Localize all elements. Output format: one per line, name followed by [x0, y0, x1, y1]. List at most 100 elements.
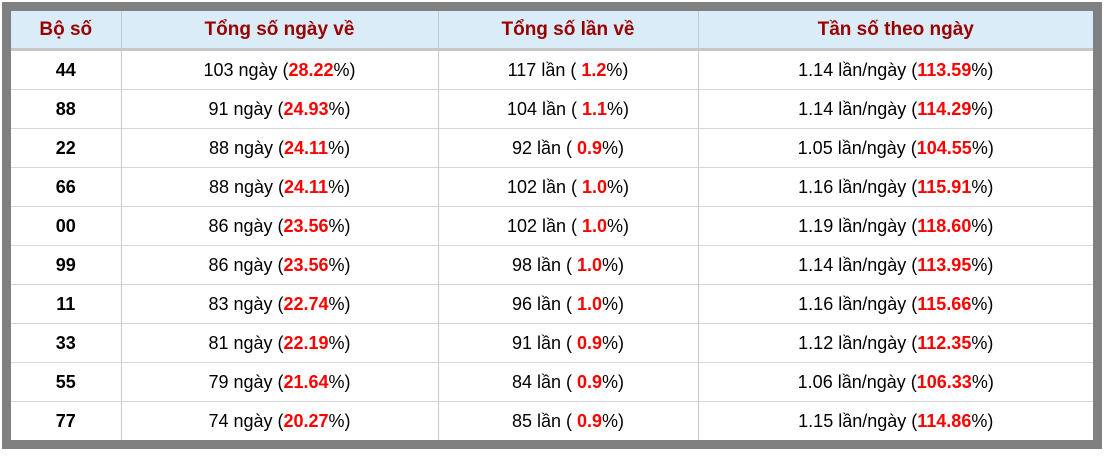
times-cell: 96 lần ( 1.0%) — [437, 284, 698, 324]
days-cell-percent: 24.93 — [283, 98, 329, 119]
days-cell-close: %) — [328, 293, 351, 314]
days-cell-percent: 23.56 — [283, 254, 329, 275]
days-cell: 103 ngày (28.22%) — [120, 49, 438, 90]
days-cell: 88 ngày (24.11%) — [120, 128, 438, 168]
freq-cell-percent: 106.33 — [916, 371, 972, 392]
freq-cell-close: %) — [971, 293, 994, 314]
freq-cell-label: 1.14 lần/ngày ( — [798, 98, 918, 119]
freq-cell-label: 1.06 lần/ngày ( — [797, 371, 917, 392]
lottery-stats-table: Bộ số Tổng số ngày về Tổng số lần về Tần… — [11, 11, 1093, 440]
times-cell-close: %) — [607, 98, 630, 119]
times-cell-label: 84 lần ( — [511, 371, 577, 392]
freq-cell: 1.14 lần/ngày (114.29%) — [697, 89, 1093, 129]
times-cell-percent: 0.9 — [577, 137, 603, 158]
pair-cell: 11 — [11, 284, 121, 324]
freq-cell: 1.14 lần/ngày (113.95%) — [697, 245, 1093, 285]
freq-cell-percent: 112.35 — [917, 332, 972, 353]
times-cell: 102 lần ( 1.0%) — [437, 206, 698, 246]
freq-cell: 1.06 lần/ngày (106.33%) — [697, 362, 1093, 402]
times-cell-close: %) — [607, 215, 630, 236]
freq-cell-label: 1.14 lần/ngày ( — [798, 254, 918, 275]
days-cell-close: %) — [328, 98, 351, 119]
freq-cell-label: 1.19 lần/ngày ( — [798, 215, 918, 236]
freq-cell-close: %) — [971, 137, 994, 158]
days-cell-label: 103 ngày ( — [203, 59, 289, 80]
times-cell: 85 lần ( 0.9%) — [437, 401, 698, 440]
days-cell-close: %) — [328, 215, 351, 236]
days-cell: 79 ngày (21.64%) — [120, 362, 438, 402]
times-cell-label: 91 lần ( — [511, 332, 577, 353]
times-cell-label: 104 lần ( — [506, 98, 583, 119]
header-row: Bộ số Tổng số ngày về Tổng số lần về Tần… — [11, 11, 1093, 51]
days-cell-label: 83 ngày ( — [208, 293, 284, 314]
times-cell-label: 102 lần ( — [506, 215, 583, 236]
pair-cell: 99 — [11, 245, 121, 285]
days-cell-percent: 24.11 — [284, 176, 329, 197]
days-cell-percent: 28.22 — [288, 59, 334, 80]
days-cell-label: 91 ngày ( — [208, 98, 284, 119]
table-row: 99 86 ngày (23.56%) 98 lần ( 1.0%) 1.14 lần… — [11, 245, 1093, 285]
freq-cell-percent: 115.91 — [917, 176, 972, 197]
freq-cell-label: 1.12 lần/ngày ( — [798, 332, 918, 353]
header-freq: Tần số theo ngày — [697, 11, 1093, 51]
days-cell-label: 79 ngày ( — [208, 371, 284, 392]
header-pair: Bộ số — [11, 11, 121, 51]
freq-cell: 1.16 lần/ngày (115.66%) — [697, 284, 1093, 324]
times-cell: 104 lần ( 1.1%) — [437, 89, 698, 129]
freq-cell-label: 1.05 lần/ngày ( — [797, 137, 917, 158]
freq-cell-close: %) — [971, 254, 994, 275]
days-cell-close: %) — [328, 254, 351, 275]
times-cell-label: 102 lần ( — [506, 176, 583, 197]
days-cell-label: 86 ngày ( — [208, 254, 284, 275]
days-cell-close: %) — [328, 137, 351, 158]
pair-cell: 77 — [11, 401, 121, 440]
freq-cell: 1.15 lần/ngày (114.86%) — [697, 401, 1093, 440]
table-row: 00 86 ngày (23.56%) 102 lần ( 1.0%) 1.19 lầ… — [11, 206, 1093, 246]
times-cell-percent: 1.2 — [581, 59, 607, 80]
freq-cell-close: %) — [971, 59, 994, 80]
freq-cell-close: %) — [971, 215, 994, 236]
freq-cell-label: 1.14 lần/ngày ( — [798, 59, 918, 80]
days-cell-label: 74 ngày ( — [208, 410, 284, 431]
days-cell: 88 ngày (24.11%) — [120, 167, 438, 207]
table-row: 66 88 ngày (24.11%) 102 lần ( 1.0%) 1.16 lầ… — [11, 167, 1093, 207]
times-cell-percent: 1.0 — [577, 293, 603, 314]
times-cell-label: 96 lần ( — [511, 293, 577, 314]
days-cell: 91 ngày (24.93%) — [120, 89, 438, 129]
pair-cell: 66 — [11, 167, 121, 207]
freq-cell-percent: 115.66 — [917, 293, 972, 314]
times-cell-percent: 1.0 — [582, 215, 608, 236]
times-cell-close: %) — [602, 293, 625, 314]
days-cell-close: %) — [328, 410, 351, 431]
table-row: 77 74 ngày (20.27%) 85 lần ( 0.9%) 1.15 lần… — [11, 401, 1093, 440]
times-cell: 91 lần ( 0.9%) — [437, 323, 698, 363]
table-row: 44 103 ngày (28.22%) 117 lần ( 1.2%) 1.14 l… — [11, 49, 1093, 90]
days-cell: 81 ngày (22.19%) — [120, 323, 438, 363]
days-cell-percent: 24.11 — [284, 137, 329, 158]
freq-cell-label: 1.16 lần/ngày ( — [798, 293, 918, 314]
freq-cell: 1.14 lần/ngày (113.59%) — [697, 49, 1093, 90]
days-cell: 83 ngày (22.74%) — [120, 284, 438, 324]
times-cell: 98 lần ( 1.0%) — [437, 245, 698, 285]
days-cell: 74 ngày (20.27%) — [120, 401, 438, 440]
days-cell-close: %) — [333, 59, 356, 80]
freq-cell-close: %) — [971, 332, 994, 353]
table-row: 11 83 ngày (22.74%) 96 lần ( 1.0%) 1.16 lần… — [11, 284, 1093, 324]
days-cell-percent: 21.64 — [283, 371, 329, 392]
times-cell-percent: 1.0 — [582, 176, 608, 197]
freq-cell-percent: 104.55 — [916, 137, 972, 158]
freq-cell-close: %) — [971, 176, 994, 197]
freq-cell: 1.05 lần/ngày (104.55%) — [697, 128, 1093, 168]
days-cell-percent: 23.56 — [283, 215, 329, 236]
times-cell-close: %) — [602, 254, 625, 275]
days-cell-close: %) — [328, 371, 351, 392]
times-cell-percent: 0.9 — [577, 332, 603, 353]
table-frame: Bộ số Tổng số ngày về Tổng số lần về Tần… — [2, 2, 1102, 449]
freq-cell-close: %) — [971, 98, 994, 119]
freq-cell: 1.16 lần/ngày (115.91%) — [697, 167, 1093, 207]
freq-cell-percent: 118.60 — [917, 215, 972, 236]
days-cell-label: 86 ngày ( — [208, 215, 284, 236]
times-cell-close: %) — [606, 59, 629, 80]
freq-cell: 1.12 lần/ngày (112.35%) — [697, 323, 1093, 363]
times-cell-label: 92 lần ( — [511, 137, 577, 158]
